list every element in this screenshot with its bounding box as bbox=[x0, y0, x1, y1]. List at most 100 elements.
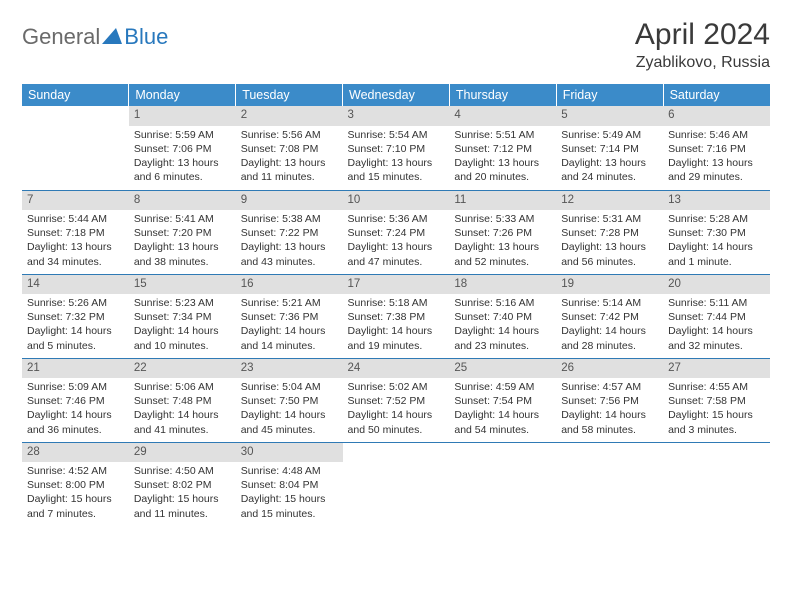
calendar-week: 21Sunrise: 5:09 AMSunset: 7:46 PMDayligh… bbox=[22, 358, 770, 442]
sunset-text: Sunset: 7:24 PM bbox=[348, 226, 445, 240]
sunrise-text: Sunrise: 5:56 AM bbox=[241, 128, 338, 142]
daylight-text: and 28 minutes. bbox=[561, 339, 658, 353]
calendar-cell: 15Sunrise: 5:23 AMSunset: 7:34 PMDayligh… bbox=[129, 274, 236, 358]
calendar-cell: 18Sunrise: 5:16 AMSunset: 7:40 PMDayligh… bbox=[449, 274, 556, 358]
sunset-text: Sunset: 7:46 PM bbox=[27, 394, 124, 408]
day-content: Sunrise: 5:23 AMSunset: 7:34 PMDaylight:… bbox=[129, 296, 236, 356]
calendar-cell: 9Sunrise: 5:38 AMSunset: 7:22 PMDaylight… bbox=[236, 190, 343, 274]
calendar-cell: 25Sunrise: 4:59 AMSunset: 7:54 PMDayligh… bbox=[449, 358, 556, 442]
sunrise-text: Sunrise: 4:50 AM bbox=[134, 464, 231, 478]
sunrise-text: Sunrise: 5:06 AM bbox=[134, 380, 231, 394]
day-content: Sunrise: 5:21 AMSunset: 7:36 PMDaylight:… bbox=[236, 296, 343, 356]
calendar-week: 7Sunrise: 5:44 AMSunset: 7:18 PMDaylight… bbox=[22, 190, 770, 274]
daylight-text: and 23 minutes. bbox=[454, 339, 551, 353]
calendar-cell: 14Sunrise: 5:26 AMSunset: 7:32 PMDayligh… bbox=[22, 274, 129, 358]
day-header: Sunday bbox=[22, 84, 129, 106]
daylight-text: and 7 minutes. bbox=[27, 507, 124, 521]
day-content: Sunrise: 5:18 AMSunset: 7:38 PMDaylight:… bbox=[343, 296, 450, 356]
daylight-text: and 19 minutes. bbox=[348, 339, 445, 353]
day-number: 30 bbox=[236, 443, 343, 463]
day-content: Sunrise: 4:55 AMSunset: 7:58 PMDaylight:… bbox=[663, 380, 770, 440]
daylight-text: and 11 minutes. bbox=[241, 170, 338, 184]
daylight-text: Daylight: 13 hours bbox=[668, 156, 765, 170]
daylight-text: Daylight: 13 hours bbox=[134, 156, 231, 170]
daylight-text: Daylight: 13 hours bbox=[454, 240, 551, 254]
sunrise-text: Sunrise: 5:11 AM bbox=[668, 296, 765, 310]
day-number: 10 bbox=[343, 191, 450, 211]
sunset-text: Sunset: 7:38 PM bbox=[348, 310, 445, 324]
daylight-text: Daylight: 15 hours bbox=[27, 492, 124, 506]
sunset-text: Sunset: 7:32 PM bbox=[27, 310, 124, 324]
sunrise-text: Sunrise: 5:21 AM bbox=[241, 296, 338, 310]
day-number: 16 bbox=[236, 275, 343, 295]
calendar-cell bbox=[663, 442, 770, 526]
calendar-cell bbox=[449, 442, 556, 526]
sunset-text: Sunset: 7:28 PM bbox=[561, 226, 658, 240]
location-label: Zyablikovo, Russia bbox=[635, 54, 770, 72]
sunset-text: Sunset: 7:14 PM bbox=[561, 142, 658, 156]
day-content: Sunrise: 5:59 AMSunset: 7:06 PMDaylight:… bbox=[129, 128, 236, 188]
daylight-text: and 36 minutes. bbox=[27, 423, 124, 437]
sunrise-text: Sunrise: 5:46 AM bbox=[668, 128, 765, 142]
sunset-text: Sunset: 7:08 PM bbox=[241, 142, 338, 156]
day-content: Sunrise: 5:02 AMSunset: 7:52 PMDaylight:… bbox=[343, 380, 450, 440]
daylight-text: Daylight: 14 hours bbox=[241, 408, 338, 422]
calendar-cell: 20Sunrise: 5:11 AMSunset: 7:44 PMDayligh… bbox=[663, 274, 770, 358]
sunset-text: Sunset: 8:04 PM bbox=[241, 478, 338, 492]
calendar-week: 28Sunrise: 4:52 AMSunset: 8:00 PMDayligh… bbox=[22, 442, 770, 526]
calendar-cell: 21Sunrise: 5:09 AMSunset: 7:46 PMDayligh… bbox=[22, 358, 129, 442]
day-content: Sunrise: 5:11 AMSunset: 7:44 PMDaylight:… bbox=[663, 296, 770, 356]
day-number: 21 bbox=[22, 359, 129, 379]
day-content: Sunrise: 4:57 AMSunset: 7:56 PMDaylight:… bbox=[556, 380, 663, 440]
calendar-cell: 26Sunrise: 4:57 AMSunset: 7:56 PMDayligh… bbox=[556, 358, 663, 442]
daylight-text: Daylight: 14 hours bbox=[348, 324, 445, 338]
calendar-table: Sunday Monday Tuesday Wednesday Thursday… bbox=[22, 84, 770, 526]
day-content: Sunrise: 5:26 AMSunset: 7:32 PMDaylight:… bbox=[22, 296, 129, 356]
day-content: Sunrise: 5:06 AMSunset: 7:48 PMDaylight:… bbox=[129, 380, 236, 440]
day-content: Sunrise: 5:33 AMSunset: 7:26 PMDaylight:… bbox=[449, 212, 556, 272]
day-number: 22 bbox=[129, 359, 236, 379]
triangle-icon bbox=[102, 24, 122, 50]
sunrise-text: Sunrise: 5:33 AM bbox=[454, 212, 551, 226]
day-content: Sunrise: 5:41 AMSunset: 7:20 PMDaylight:… bbox=[129, 212, 236, 272]
daylight-text: Daylight: 14 hours bbox=[668, 324, 765, 338]
daylight-text: and 58 minutes. bbox=[561, 423, 658, 437]
sunrise-text: Sunrise: 5:41 AM bbox=[134, 212, 231, 226]
day-content: Sunrise: 5:04 AMSunset: 7:50 PMDaylight:… bbox=[236, 380, 343, 440]
daylight-text: Daylight: 13 hours bbox=[561, 240, 658, 254]
daylight-text: and 29 minutes. bbox=[668, 170, 765, 184]
brand-logo: General Blue bbox=[22, 18, 168, 50]
sunrise-text: Sunrise: 5:04 AM bbox=[241, 380, 338, 394]
day-header: Friday bbox=[556, 84, 663, 106]
day-number: 5 bbox=[556, 106, 663, 126]
daylight-text: and 14 minutes. bbox=[241, 339, 338, 353]
daylight-text: and 3 minutes. bbox=[668, 423, 765, 437]
calendar-cell: 23Sunrise: 5:04 AMSunset: 7:50 PMDayligh… bbox=[236, 358, 343, 442]
calendar-cell: 12Sunrise: 5:31 AMSunset: 7:28 PMDayligh… bbox=[556, 190, 663, 274]
sunrise-text: Sunrise: 5:31 AM bbox=[561, 212, 658, 226]
day-content: Sunrise: 4:59 AMSunset: 7:54 PMDaylight:… bbox=[449, 380, 556, 440]
day-content: Sunrise: 5:44 AMSunset: 7:18 PMDaylight:… bbox=[22, 212, 129, 272]
daylight-text: Daylight: 14 hours bbox=[668, 240, 765, 254]
day-header: Thursday bbox=[449, 84, 556, 106]
daylight-text: Daylight: 13 hours bbox=[241, 156, 338, 170]
sunset-text: Sunset: 7:16 PM bbox=[668, 142, 765, 156]
daylight-text: and 20 minutes. bbox=[454, 170, 551, 184]
day-number: 20 bbox=[663, 275, 770, 295]
calendar-week: 1Sunrise: 5:59 AMSunset: 7:06 PMDaylight… bbox=[22, 106, 770, 190]
day-content: Sunrise: 5:46 AMSunset: 7:16 PMDaylight:… bbox=[663, 128, 770, 188]
day-number: 12 bbox=[556, 191, 663, 211]
daylight-text: Daylight: 13 hours bbox=[27, 240, 124, 254]
sunrise-text: Sunrise: 5:51 AM bbox=[454, 128, 551, 142]
daylight-text: and 6 minutes. bbox=[134, 170, 231, 184]
daylight-text: and 43 minutes. bbox=[241, 255, 338, 269]
day-number: 25 bbox=[449, 359, 556, 379]
day-number: 13 bbox=[663, 191, 770, 211]
calendar-cell: 16Sunrise: 5:21 AMSunset: 7:36 PMDayligh… bbox=[236, 274, 343, 358]
daylight-text: Daylight: 14 hours bbox=[27, 408, 124, 422]
sunset-text: Sunset: 8:00 PM bbox=[27, 478, 124, 492]
daylight-text: and 15 minutes. bbox=[348, 170, 445, 184]
day-content: Sunrise: 4:50 AMSunset: 8:02 PMDaylight:… bbox=[129, 464, 236, 524]
calendar-cell: 24Sunrise: 5:02 AMSunset: 7:52 PMDayligh… bbox=[343, 358, 450, 442]
sunrise-text: Sunrise: 5:38 AM bbox=[241, 212, 338, 226]
